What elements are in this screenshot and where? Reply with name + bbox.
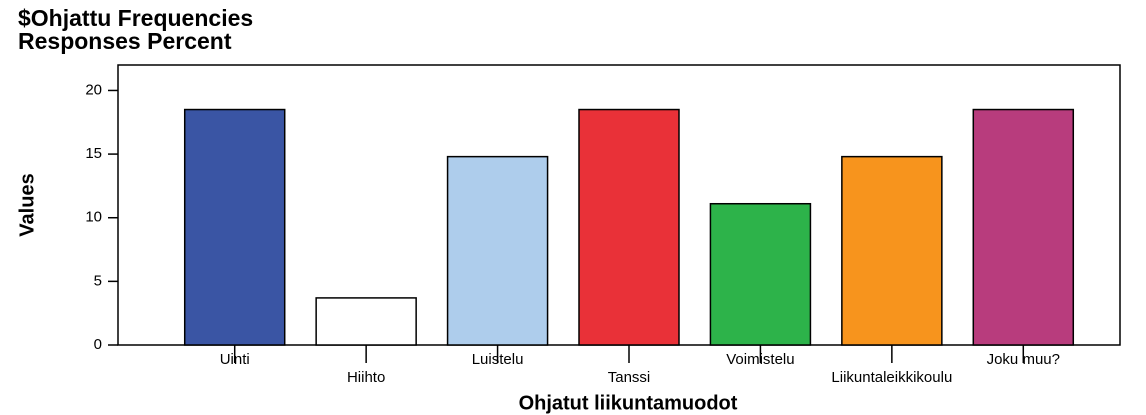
bar	[315, 297, 417, 346]
y-tick-label: 10	[85, 209, 102, 226]
x-axis-title: Ohjatut liikuntamuodot	[519, 392, 738, 414]
x-tick-label: Tanssi	[608, 369, 651, 386]
y-tick-label: 5	[94, 272, 102, 289]
x-tick-label: Hiihto	[347, 369, 385, 386]
y-axis-title: Values	[16, 173, 38, 236]
bar	[841, 155, 943, 346]
chart-title: $Ohjattu Frequencies	[18, 5, 253, 31]
x-tick-label: Liikuntaleikkikoulu	[831, 369, 952, 386]
x-tick-label: Uinti	[220, 351, 250, 368]
bar	[578, 108, 680, 346]
bar	[972, 108, 1075, 346]
chart-subtitle: Responses Percent	[18, 28, 232, 54]
y-tick-label: 15	[85, 145, 102, 162]
y-tick-label: 0	[94, 336, 102, 353]
bar	[183, 108, 286, 346]
bar	[446, 155, 549, 346]
x-tick-label: Joku muu?	[987, 351, 1060, 368]
y-tick-label: 20	[85, 81, 102, 98]
x-tick-label: Voimistelu	[726, 351, 794, 368]
x-tick-label: Luistelu	[472, 351, 524, 368]
bar	[709, 202, 812, 346]
